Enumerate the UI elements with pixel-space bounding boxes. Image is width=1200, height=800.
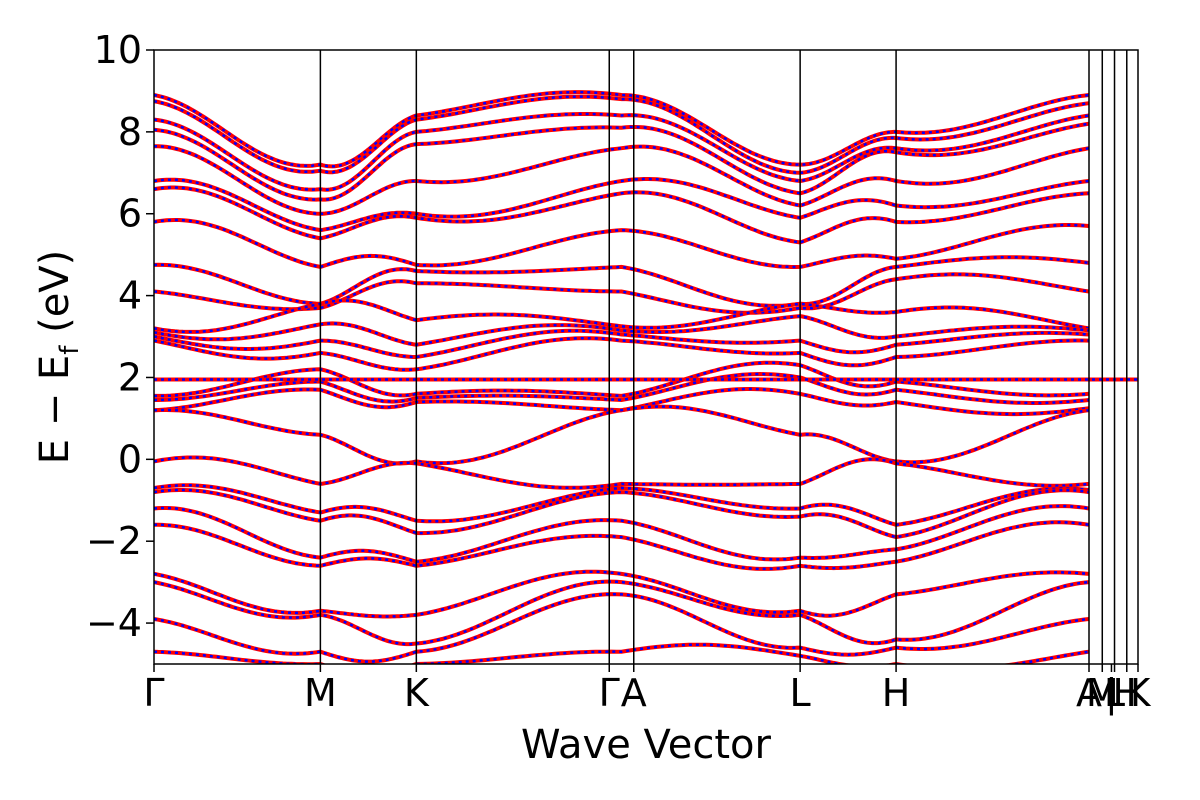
y-axis: 10 8 6 4 2 0 −2 −4 xyxy=(86,28,154,645)
band-line-dotted xyxy=(154,112,1090,191)
kpoint-lines xyxy=(319,50,1128,664)
y-axis-label-main: E − E xyxy=(32,355,78,465)
y-axis-label-unit: (eV) xyxy=(32,250,78,346)
y-tick-label: −4 xyxy=(86,601,142,645)
band-line xyxy=(154,94,1090,175)
y-tick-label: 10 xyxy=(94,28,142,72)
y-tick-label: 8 xyxy=(118,110,142,154)
y-tick-label: −2 xyxy=(86,519,142,563)
plot-frame xyxy=(153,49,1139,665)
x-tick-label: K xyxy=(1126,671,1152,715)
x-axis-label: Wave Vector xyxy=(521,722,772,768)
x-axis: Γ M K Γ A L H AM|LHK xyxy=(143,664,1152,716)
x-tick-label: M xyxy=(304,671,337,715)
x-tick-label: A xyxy=(621,671,647,715)
band-line xyxy=(154,404,1090,466)
y-tick-label: 6 xyxy=(118,192,142,236)
band-line xyxy=(154,520,1090,571)
band-line-dotted xyxy=(154,405,1090,465)
band-line-dotted xyxy=(154,336,1090,372)
bands-layer xyxy=(154,90,1138,664)
x-tick-label: H xyxy=(1112,671,1141,715)
x-tick-label: Γ xyxy=(599,671,620,715)
y-tick-label: 2 xyxy=(118,355,142,399)
y-tick-label: 4 xyxy=(118,274,142,318)
x-tick-label: L xyxy=(1104,671,1125,715)
band-line xyxy=(154,255,1090,308)
band-line xyxy=(154,112,1090,192)
x-tick-label: K xyxy=(404,671,430,715)
band-line-dotted xyxy=(154,95,1090,175)
y-axis-label-sub: f xyxy=(55,345,85,355)
band-line xyxy=(154,298,1090,334)
x-tick-label: | xyxy=(1105,671,1118,716)
band-line-dotted xyxy=(154,643,1090,664)
x-tick-label: A xyxy=(1076,671,1102,715)
x-tick-label: H xyxy=(882,671,911,715)
band-line-dotted xyxy=(154,255,1090,308)
y-tick-label: 0 xyxy=(118,437,142,481)
x-tick-label: M xyxy=(1086,671,1119,715)
x-tick-label: Γ xyxy=(143,671,164,715)
y-axis-label: E − Ef (eV) xyxy=(32,250,85,465)
x-tick-label: L xyxy=(790,671,811,715)
